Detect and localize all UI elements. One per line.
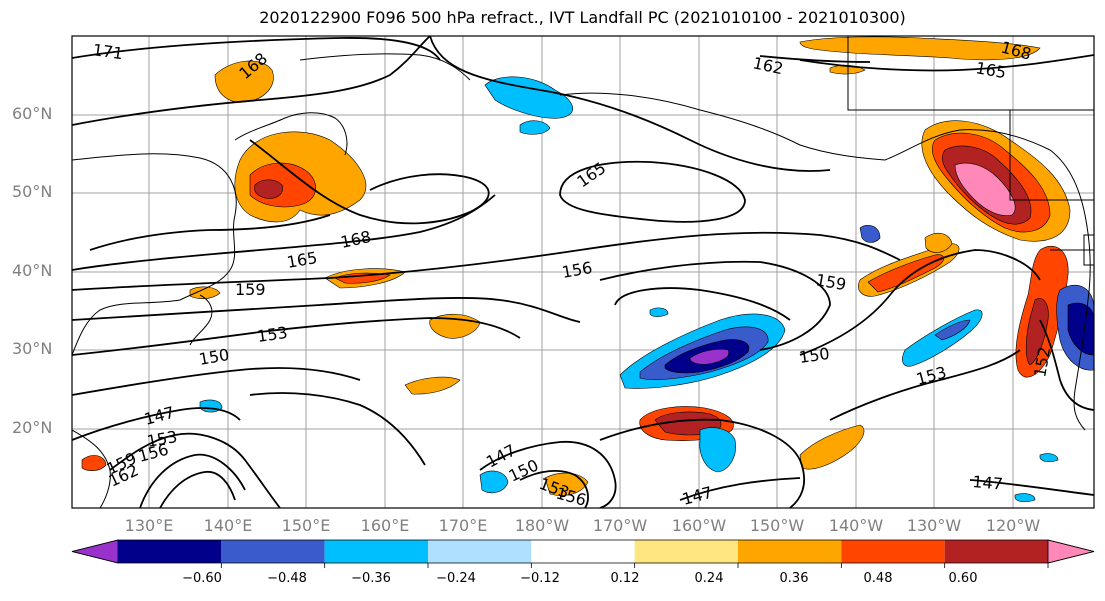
positive-anomaly [214,60,274,103]
negative-anomaly [649,307,669,317]
lon-label: 160°W [671,516,727,535]
lon-label: 150°E [281,516,331,535]
contour-label: 165 [974,58,1007,82]
colorbar-outline [71,539,1095,564]
colorbar-segment [324,540,428,563]
positive-anomaly [254,179,283,199]
colorbar-segment [531,540,635,563]
colorbar-extend-max [1047,539,1095,564]
lat-label-20n: 20°N [12,418,53,437]
lon-label: 170°W [592,516,648,535]
colorbar-extend-min [71,539,119,564]
contour-label: 165 [573,158,609,191]
contour-label: 165 [285,248,318,272]
positive-anomaly [81,455,107,471]
plot-frame [71,35,1095,509]
colorbar-segment [944,540,1048,563]
colorbar-segment [221,540,325,563]
negative-anomaly [1039,453,1059,463]
contour-label: 153 [914,363,948,389]
positive-anomaly [334,272,391,284]
positive-anomaly [404,376,461,395]
contour-label: 168 [339,227,373,252]
colorbar [71,539,1095,568]
contour-label: 171 [91,40,124,63]
contour-label: 159 [814,270,847,294]
positive-anomaly [1025,298,1049,366]
lon-label: 170°E [438,516,488,535]
ivt-anomaly-fill [81,36,1094,503]
colorbar-tick: −0.36 [351,571,391,586]
positive-anomaly [799,36,1041,61]
colorbar-segment [428,540,532,563]
positive-anomaly [954,162,1016,216]
lon-label: 140°W [828,516,884,535]
contour-label: 152 [1030,345,1054,378]
lon-label: 180°W [514,516,570,535]
contour-label: 150 [197,345,230,369]
lon-label: 160°E [360,516,410,535]
lon-label: 140°E [203,516,253,535]
contour-label: 147 [142,403,176,429]
lon-label: 150°W [749,516,805,535]
negative-anomaly [859,225,881,243]
negative-anomaly [1067,302,1094,356]
colorbar-tick: 0.60 [948,571,978,586]
lat-label-50n: 50°N [12,182,53,201]
coastlines [72,36,1094,508]
map-title: 2020122900 F096 500 hPa refract., IVT La… [259,8,906,27]
lon-label: 130°W [906,516,962,535]
contour-label: 147 [972,472,1004,494]
negative-anomaly [484,76,573,119]
contour-label: 150 [798,344,831,367]
contour-label: 147 [680,483,714,509]
negative-anomaly [519,120,551,135]
colorbar-tick: −0.24 [436,571,476,586]
colorbar-segment [841,540,945,563]
negative-anomaly [934,319,971,341]
lon-label: 130°E [124,516,174,535]
colorbar-tick: 0.36 [779,571,809,586]
lat-label-60n: 60°N [12,104,53,123]
positive-anomaly [799,424,865,470]
colorbar-segment [634,540,738,563]
colorbar-segment [118,540,222,563]
contour-label: 159 [235,280,266,299]
negative-anomaly [479,470,509,494]
positive-anomaly [544,472,589,496]
colorbar-tick: −0.48 [267,571,307,586]
positive-anomaly [924,232,953,253]
negative-anomaly [689,348,730,365]
colorbar-tick: 0.24 [694,571,724,586]
lat-label-40n: 40°N [12,261,53,280]
lat-label-30n: 30°N [12,339,53,358]
colorbar-segment [738,540,842,563]
colorbar-tick: 0.12 [610,571,640,586]
colorbar-tick: −0.12 [520,571,560,586]
refractivity-contours [72,36,1094,508]
colorbar-tick: −0.60 [182,571,222,586]
lon-label: 120°W [985,516,1041,535]
negative-anomaly [1014,493,1036,503]
contour-label: 168 [999,38,1033,64]
colorbar-tick: 0.48 [863,571,893,586]
positive-anomaly [189,286,221,299]
contour-label: 156 [136,440,170,466]
contour-label: 156 [560,258,593,282]
negative-anomaly [699,427,736,473]
contour-label: 153 [256,323,289,346]
